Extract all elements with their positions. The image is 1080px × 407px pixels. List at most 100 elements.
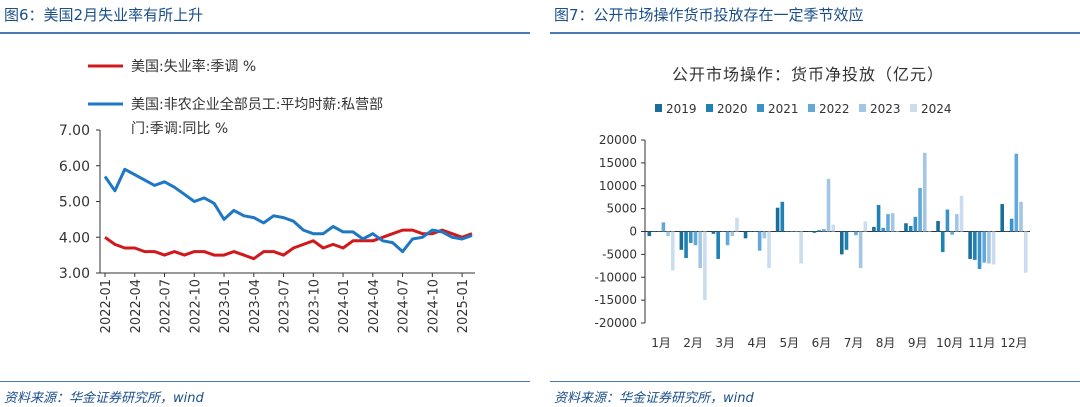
bar-2023-7月: [858, 231, 863, 269]
legend-swatch-2024: [910, 104, 917, 112]
legend-swatch-2023: [859, 104, 866, 112]
bar-2021-5月: [785, 231, 789, 232]
legend-label-2020: 2020: [717, 102, 748, 116]
x-tick-label: 2022-04: [129, 279, 144, 333]
bar-2024-2月: [703, 231, 707, 301]
bar-2021-6月: [817, 230, 821, 232]
x-tick-label: 2022-07: [159, 279, 174, 333]
bar-2019-1月: [647, 231, 652, 237]
figure-7-title: 图7：公开市场操作货币投放存在一定季节效应: [554, 6, 864, 24]
bar-2020-1月: [652, 231, 656, 232]
chart-title: 公开市场操作：货币净投放（亿元）: [672, 65, 944, 84]
x-tick-label: 5月: [780, 336, 800, 350]
bar-2019-4月: [743, 231, 748, 239]
y-tick-label: -20000: [594, 316, 637, 330]
bar-2020-11月: [973, 231, 977, 260]
legend-label-2019: 2019: [666, 102, 697, 116]
x-tick-label: 10月: [936, 336, 963, 350]
bar-2021-3月: [721, 231, 725, 232]
bar-2022-7月: [854, 231, 858, 236]
bar-2024-11月: [991, 231, 996, 265]
bar-2019-9月: [904, 223, 908, 232]
bar-2021-10月: [945, 209, 950, 232]
legend-label-2021: 2021: [768, 102, 799, 116]
x-tick-label: 4月: [747, 336, 767, 350]
bar-2024-7月: [863, 221, 868, 232]
x-tick-label: 2022-10: [188, 279, 203, 333]
bar-2019-10月: [936, 220, 940, 232]
y-tick-label: -10000: [594, 270, 637, 284]
bar-2020-12月: [1005, 231, 1009, 232]
y-tick-label: 5.00: [59, 195, 90, 211]
x-tick-label: 6月: [812, 336, 832, 350]
y-tick-label: 3.00: [59, 266, 90, 282]
bar-2023-4月: [762, 231, 767, 239]
bar-2020-5月: [780, 201, 785, 232]
bar-2024-10月: [959, 195, 964, 232]
bar-2022-11月: [982, 231, 987, 263]
bar-2022-5月: [789, 231, 794, 232]
y-tick-label: 5000: [606, 202, 637, 216]
title-divider: [0, 32, 530, 34]
x-tick-label: 2024-04: [367, 279, 382, 333]
bar-2021-9月: [913, 216, 918, 232]
bar-2019-12月: [1000, 204, 1005, 232]
x-tick-label: 2月: [683, 336, 703, 350]
bar-2020-3月: [716, 231, 720, 259]
bar-2023-6月: [826, 178, 831, 232]
legend-label-wage: 美国:非农企业全部员工:平均时薪:私营部门:季调:同比 %: [131, 96, 383, 137]
figure-6-panel: 图6：美国2月失业率有所上升 美国:失业率:季调 % 美国:非农企业全部员工:平均…: [0, 0, 530, 407]
y-tick-label: -15000: [594, 293, 637, 307]
bar-2024-8月: [895, 231, 900, 232]
x-tick-label: 1月: [651, 336, 671, 350]
figure-7-source: 资料来源：华金证券研究所，wind: [554, 391, 754, 406]
bar-2023-9月: [922, 152, 927, 232]
legend-swatch-2021: [757, 104, 764, 112]
unemployment-rate-line: [104, 228, 473, 261]
x-tick-label: 3月: [715, 336, 735, 350]
x-tick-label: 11月: [968, 336, 995, 350]
bar-2024-12月: [1023, 231, 1028, 273]
bar-2023-2月: [698, 231, 702, 269]
open-market-bar-chart: 公开市场操作：货币净投放（亿元） 2019 2020 2021 2022 2023 2024…: [594, 65, 1030, 350]
bar-2024-1月: [670, 231, 675, 271]
figure-6-title: 图6：美国2月失业率有所上升: [4, 6, 204, 24]
x-tick-label: 2024-10: [426, 279, 441, 333]
legend-swatch-2020: [706, 104, 713, 112]
bar-2021-12月: [1009, 218, 1014, 232]
bar-2020-6月: [812, 231, 817, 233]
bar-2019-8月: [872, 226, 876, 232]
bar-2023-8月: [890, 213, 895, 232]
figure-6-source: 资料来源：华金证券研究所，wind: [4, 391, 204, 406]
x-tick-label: 12月: [1000, 336, 1027, 350]
bar-2020-2月: [684, 231, 688, 259]
bar-2024-3月: [735, 217, 739, 232]
bar-2022-4月: [757, 231, 762, 251]
y-tick-label: 4.00: [59, 230, 90, 246]
x-tick-label: 2025-01: [456, 279, 471, 333]
bar-2023-1月: [666, 231, 670, 237]
y-tick-label: 10000: [599, 179, 637, 193]
bar-2023-12月: [1019, 201, 1023, 232]
y-tick-label: -5000: [602, 247, 637, 261]
bar-2024-5月: [799, 231, 803, 264]
bar-2019-7月: [839, 231, 844, 255]
bar-2019-11月: [968, 231, 972, 259]
y-tick-label: 20000: [599, 133, 637, 147]
legend-label-2024: 2024: [921, 102, 952, 116]
source-divider: [550, 381, 1080, 382]
x-tick-label: 2022-01: [99, 279, 114, 333]
x-tick-label: 2024-07: [397, 279, 412, 333]
bar-2024-4月: [767, 231, 771, 269]
unemployment-wage-line-chart: 美国:失业率:季调 % 美国:非农企业全部员工:平均时薪:私营部门:季调:同比 %…: [59, 58, 475, 333]
bar-2020-10月: [940, 231, 945, 253]
bar-2023-10月: [955, 214, 959, 232]
bar-2020-8月: [876, 204, 881, 232]
y-tick-label: 7.00: [59, 123, 90, 139]
y-tick-label: 15000: [599, 156, 637, 170]
bar-2023-3月: [730, 231, 735, 237]
legend-swatch-2022: [808, 104, 815, 112]
x-tick-label: 8月: [876, 336, 896, 350]
bar-2022-3月: [725, 231, 730, 246]
bar-2022-10月: [950, 231, 954, 235]
